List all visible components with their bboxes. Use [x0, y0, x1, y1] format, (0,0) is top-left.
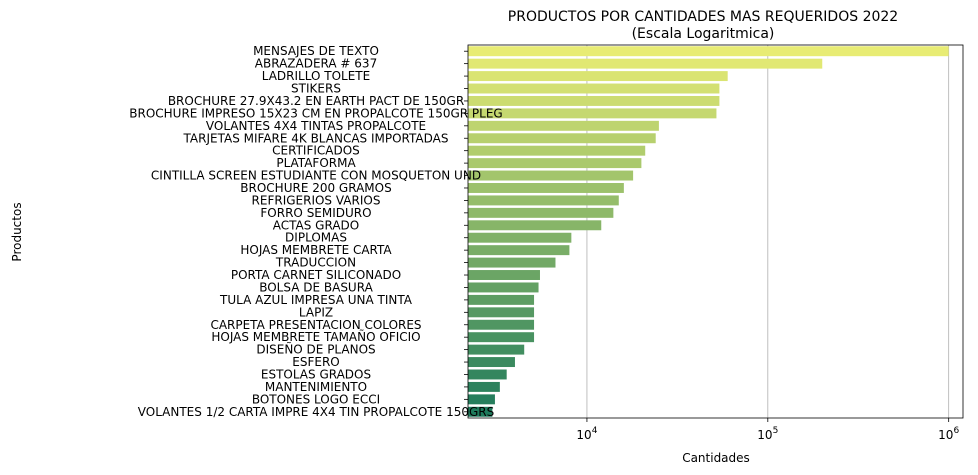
bar [468, 120, 659, 131]
bar [468, 46, 949, 57]
y-tick-label: PORTA CARNET SILICONADO [231, 268, 401, 282]
bar [468, 344, 525, 355]
y-tick-label: ABRAZADERA # 637 [255, 57, 377, 71]
y-tick-label: BOTONES LOGO ECCI [252, 392, 380, 406]
bar [468, 58, 823, 69]
bar [468, 71, 728, 82]
y-tick-label: CARPETA PRESENTACION COLORES [210, 318, 421, 332]
y-tick-label: MENSAJES DE TEXTO [253, 44, 379, 58]
y-tick-label: TARJETAS MIFARE 4K BLANCAS IMPORTADAS [183, 131, 449, 145]
y-tick-label: DIPLOMAS [285, 231, 347, 245]
bar [468, 406, 493, 417]
bar [468, 270, 540, 280]
x-tick-exponent: 6 [953, 426, 959, 436]
y-tick-label: BROCHURE IMPRESO 15X23 CM EN PROPALCOTE … [129, 106, 502, 120]
y-tick-label: VOLANTES 1/2 CARTA IMPRE 4X4 TIN PROPALC… [138, 405, 494, 419]
x-tick-base: 10 [938, 428, 953, 442]
y-tick-label: REFRIGERIOS VARIOS [252, 193, 381, 207]
bar [468, 394, 495, 405]
bar [468, 257, 556, 268]
x-ticks: 104 105 106 [576, 418, 959, 442]
y-tick-label: DISEÑO DE PLANOS [256, 342, 375, 357]
x-tick-label: 106 [938, 426, 959, 442]
y-tick-label: TULA AZUL IMPRESA UNA TINTA [219, 293, 413, 307]
y-tick-label: ESFERO [292, 355, 339, 369]
y-tick-label: MANTENIMIENTO [265, 380, 367, 394]
x-tick-label: 105 [757, 426, 778, 442]
y-tick-label: FORRO SEMIDURO [260, 206, 371, 220]
bar [468, 332, 535, 343]
bar [468, 232, 572, 243]
y-tick-label: TRADUCCION [275, 256, 356, 270]
x-tick-exponent: 4 [592, 426, 598, 436]
bar [468, 145, 646, 156]
y-tick-label: HOJAS MEMBRETE CARTA [240, 243, 392, 257]
y-tick-label: STIKERS [291, 82, 341, 96]
bars [468, 46, 949, 417]
bar [468, 282, 539, 293]
y-tick-label: BROCHURE 200 GRAMOS [240, 181, 391, 195]
bar [468, 158, 642, 169]
bar [468, 108, 717, 119]
chart-title: PRODUCTOS POR CANTIDADES MAS REQUERIDOS … [508, 9, 898, 25]
y-tick-label: VOLANTES 4X4 TINTAS PROPALCOTE [206, 119, 426, 133]
bar [468, 245, 570, 256]
y-tick-label: LADRILLO TOLETE [262, 69, 370, 83]
y-tick-label: LAPIZ [299, 305, 333, 319]
y-tick-label: CINTILLA SCREEN ESTUDIANTE CON MOSQUETON… [151, 169, 481, 183]
plot-frame [467, 44, 964, 419]
bar [468, 357, 515, 368]
x-tick-label: 104 [576, 426, 597, 442]
bar [468, 195, 619, 206]
y-tick-label: ACTAS GRADO [273, 218, 359, 232]
y-tick-label: BROCHURE 27.9X43.2 EN EARTH PACT DE 150G… [168, 94, 464, 108]
bar [468, 95, 720, 106]
x-axis-label: Cantidades [682, 451, 750, 465]
bar [468, 369, 507, 380]
y-tick-label: ESTOLAS GRADOS [261, 367, 371, 381]
y-tick-label: PLATAFORMA [276, 156, 356, 170]
grid-lines [586, 45, 950, 418]
bar [468, 307, 535, 318]
chart-subtitle: (Escala Logaritmica) [632, 26, 775, 42]
bar [468, 183, 624, 193]
x-tick-base: 10 [757, 428, 772, 442]
bar [468, 381, 500, 392]
bar [468, 294, 535, 305]
y-axis-label: Productos [10, 202, 24, 261]
y-tick-label: CERTIFICADOS [272, 144, 360, 158]
bar [468, 207, 614, 218]
y-tick-label: HOJAS MEMBRETE TAMAÑO OFICIO [211, 329, 420, 344]
y-tick-label: BOLSA DE BASURA [259, 280, 373, 294]
bar [468, 133, 656, 144]
bar [468, 170, 634, 181]
bar [468, 319, 535, 330]
x-tick-base: 10 [576, 428, 591, 442]
bar [468, 220, 602, 231]
bar [468, 83, 720, 94]
x-tick-exponent: 5 [773, 426, 779, 436]
